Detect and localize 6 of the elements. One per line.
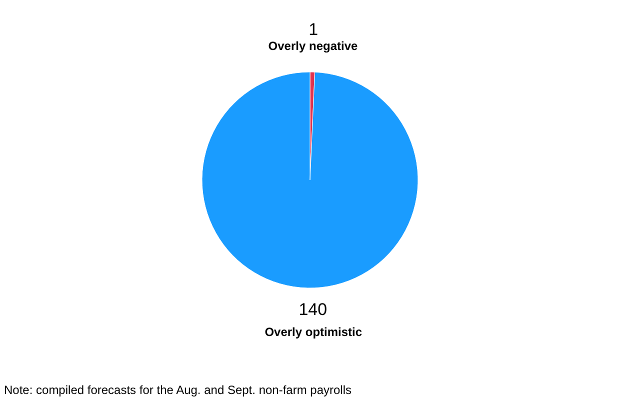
pie-slice [202,72,418,288]
text: Note: compiled forecasts for the Aug. and Sept. non-farm payrolls [4,383,352,397]
slice-label: Overly negative [268,39,358,54]
data-label: 1 [308,20,318,40]
slice-label: Overly optimistic [264,324,362,339]
data-label: 140 [298,300,328,319]
